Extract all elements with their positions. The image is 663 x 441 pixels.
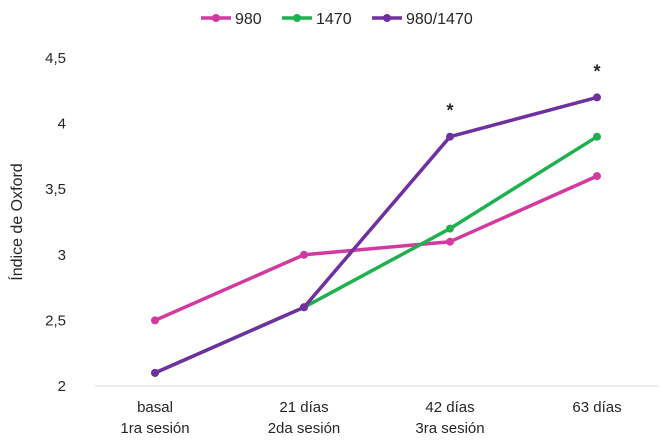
- y-axis-title: Índice de Oxford: [7, 163, 26, 280]
- y-tick-label: 2: [58, 378, 66, 395]
- significance-marker: *: [446, 101, 453, 121]
- x-tick-label: 42 días: [425, 399, 474, 416]
- series-group: [151, 93, 601, 377]
- x-tick-label: 2da sesión: [268, 420, 341, 437]
- series-line: [154, 95, 598, 375]
- legend-label: 980/1470: [406, 11, 473, 28]
- annotations: **: [446, 61, 600, 120]
- legend-swatch-marker: [383, 14, 391, 22]
- data-point: [446, 132, 454, 141]
- legend-item: 980: [201, 11, 262, 28]
- series-980-1470: [151, 93, 601, 377]
- series-line: [154, 135, 598, 375]
- y-axis-ticks: 2 2,5 3 3,5 4 4,5: [45, 50, 66, 395]
- series-980: [151, 172, 601, 325]
- series-line: [154, 174, 598, 323]
- y-tick-label: 3: [58, 247, 66, 264]
- x-tick-label: 63 días: [572, 399, 621, 416]
- x-tick-label: 1ra sesión: [120, 420, 189, 437]
- legend-item: 980/1470: [372, 11, 473, 28]
- data-point: [446, 224, 454, 233]
- y-tick-label: 3,5: [45, 181, 66, 198]
- y-tick-label: 2,5: [45, 312, 66, 329]
- legend-swatch-marker: [293, 14, 301, 22]
- series-1470: [151, 132, 601, 377]
- x-tick-label: 3ra sesión: [415, 420, 484, 437]
- data-point: [151, 316, 159, 325]
- data-point: [593, 93, 601, 102]
- legend-label: 1470: [316, 11, 352, 28]
- data-point: [300, 303, 308, 312]
- data-point: [300, 250, 308, 259]
- x-tick-label: 21 días: [279, 399, 328, 416]
- y-tick-label: 4: [58, 116, 66, 133]
- data-point: [151, 368, 159, 377]
- legend-label: 980: [235, 11, 262, 28]
- y-tick-label: 4,5: [45, 50, 66, 67]
- legend-item: 1470: [282, 11, 352, 28]
- data-point: [593, 172, 601, 181]
- significance-marker: *: [593, 61, 600, 81]
- data-point: [446, 237, 454, 246]
- data-point: [593, 132, 601, 141]
- x-axis-ticks: basal 1ra sesión 21 días 2da sesión 42 días 3…: [120, 399, 621, 437]
- legend: 980 1470 980/1470: [201, 11, 473, 28]
- x-tick-label: basal: [137, 399, 173, 416]
- legend-swatch-marker: [212, 14, 220, 22]
